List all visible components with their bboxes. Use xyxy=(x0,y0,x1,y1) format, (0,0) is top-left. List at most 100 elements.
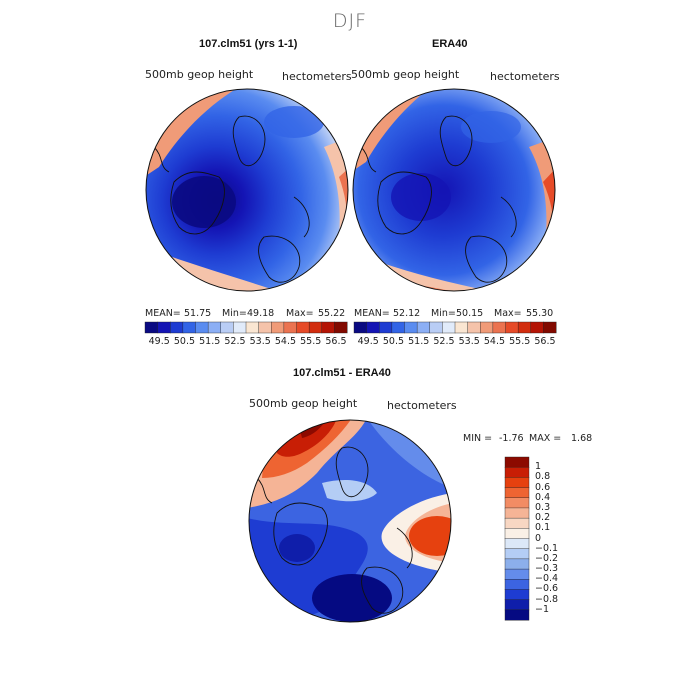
colorbar-tick-label: 53.5 xyxy=(458,336,480,347)
panel2-min-label: Min= xyxy=(431,308,456,319)
colorbar-swatch xyxy=(321,321,335,334)
colorbar-swatch xyxy=(504,477,530,489)
colorbar-tick-label: 56.5 xyxy=(325,336,347,347)
colorbar-swatch xyxy=(429,321,443,334)
colorbar-swatch xyxy=(504,538,530,550)
diff-max-value: 1.68 xyxy=(571,433,593,444)
colorbar-swatch xyxy=(504,507,530,519)
colorbar-tick-label: 49.5 xyxy=(357,336,379,347)
colorbar-swatch xyxy=(504,589,530,601)
panel1-colorbar xyxy=(144,321,348,334)
colorbar-swatch xyxy=(271,321,285,334)
panel2-field-label: 500mb geop height xyxy=(351,68,460,81)
colorbar-tick-label: 0.6 xyxy=(535,481,551,493)
colorbar-tick-label: 56.5 xyxy=(534,336,556,347)
colorbar-swatch xyxy=(504,599,530,611)
panel1-mean-label: MEAN= xyxy=(145,308,181,319)
panel2-max-value: 55.30 xyxy=(526,308,554,319)
colorbar-tick-label: −0.2 xyxy=(535,552,559,564)
colorbar-tick-label: 0.3 xyxy=(535,501,551,513)
panel2-min-value: 50.15 xyxy=(456,308,484,319)
panel1-max-label: Max= xyxy=(286,308,314,319)
colorbar-swatch xyxy=(442,321,456,334)
colorbar-swatch xyxy=(182,321,197,334)
colorbar-swatch xyxy=(334,321,348,334)
panel2-mean-label: MEAN= xyxy=(354,308,390,319)
colorbar-tick-label: −1 xyxy=(535,603,550,615)
colorbar-tick-label: 52.5 xyxy=(433,336,455,347)
colorbar-swatch xyxy=(504,568,530,580)
panel2-max-label: Max= xyxy=(494,308,522,319)
colorbar-tick-label: 0.2 xyxy=(535,512,551,524)
colorbar-swatch xyxy=(366,321,380,334)
panel1-polar-map xyxy=(145,88,349,292)
diff-polar-map xyxy=(248,419,452,623)
colorbar-swatch xyxy=(207,321,222,334)
colorbar-swatch xyxy=(353,321,368,334)
panel1-mean-value: 51.75 xyxy=(184,308,212,319)
colorbar-tick-label: 49.5 xyxy=(148,336,170,347)
colorbar-swatch xyxy=(504,466,530,478)
colorbar-tick-label: 0.1 xyxy=(535,522,551,534)
colorbar-swatch xyxy=(505,321,519,334)
colorbar-tick-label: 54.5 xyxy=(274,336,297,347)
colorbar-tick-label: 1 xyxy=(535,461,542,473)
colorbar-tick-label: −0.6 xyxy=(535,583,559,595)
colorbar-swatch xyxy=(157,321,171,334)
colorbar-tick-label: 51.5 xyxy=(199,336,221,347)
panel1-title: 107.clm51 (yrs 1-1) xyxy=(199,38,298,50)
colorbar-tick-label: 51.5 xyxy=(408,336,430,347)
colorbar-swatch xyxy=(517,321,532,334)
colorbar-tick-label: 0.4 xyxy=(535,491,551,503)
colorbar-swatch xyxy=(543,321,557,334)
panel2-polar-map xyxy=(352,88,556,292)
panel1-field-label: 500mb geop height xyxy=(145,68,254,81)
colorbar-tick-label: −0.1 xyxy=(535,542,559,554)
panel1-min-label: Min= xyxy=(222,308,247,319)
colorbar-swatch xyxy=(504,609,530,621)
colorbar-swatch xyxy=(233,321,247,334)
figure-title: DJF xyxy=(332,10,368,32)
colorbar-swatch xyxy=(504,497,530,509)
panel2-units-label: hectometers xyxy=(490,70,560,83)
panel2-title: ERA40 xyxy=(432,38,468,50)
colorbar-swatch xyxy=(170,321,184,334)
colorbar-swatch xyxy=(379,321,393,334)
colorbar-swatch xyxy=(195,321,209,334)
diff-max-label: MAX = xyxy=(529,433,562,444)
colorbar-swatch xyxy=(504,548,530,560)
colorbar-swatch xyxy=(245,321,260,334)
colorbar-tick-label: −0.8 xyxy=(535,593,559,605)
diff-panel-title: 107.clm51 - ERA40 xyxy=(293,367,391,379)
colorbar-swatch xyxy=(504,528,530,540)
colorbar-tick-label: 0 xyxy=(535,532,542,544)
colorbar-swatch xyxy=(530,321,544,334)
colorbar-swatch xyxy=(258,321,272,334)
colorbar-swatch xyxy=(504,456,530,468)
colorbar-swatch xyxy=(504,579,530,590)
panel2-mean-value: 52.12 xyxy=(393,308,421,319)
colorbar-tick-label: −0.3 xyxy=(535,563,559,575)
colorbar-tick-label: 54.5 xyxy=(483,336,506,347)
colorbar-tick-label: 0.8 xyxy=(535,471,551,483)
colorbar-tick-label: −0.4 xyxy=(535,573,559,585)
colorbar-tick-label: 52.5 xyxy=(224,336,246,347)
colorbar-tick-label: 53.5 xyxy=(249,336,271,347)
colorbar-swatch xyxy=(144,321,159,334)
colorbar-swatch xyxy=(492,321,507,334)
colorbar-swatch xyxy=(504,487,530,499)
panel1-max-value: 55.22 xyxy=(318,308,346,319)
colorbar-swatch xyxy=(504,517,530,529)
colorbar-tick-label: 55.5 xyxy=(509,336,531,347)
colorbar-swatch xyxy=(454,321,469,334)
colorbar-swatch xyxy=(391,321,406,334)
diff-min-label: MIN = xyxy=(463,433,493,444)
diff-field-label: 500mb geop height xyxy=(249,397,358,410)
colorbar-swatch xyxy=(404,321,418,334)
colorbar-tick-label: 50.5 xyxy=(173,336,196,347)
colorbar-tick-label: 50.5 xyxy=(382,336,405,347)
colorbar-swatch xyxy=(416,321,431,334)
colorbar-tick-label: 55.5 xyxy=(300,336,322,347)
diff-colorbar xyxy=(504,456,530,621)
diff-units-label: hectometers xyxy=(387,399,457,412)
